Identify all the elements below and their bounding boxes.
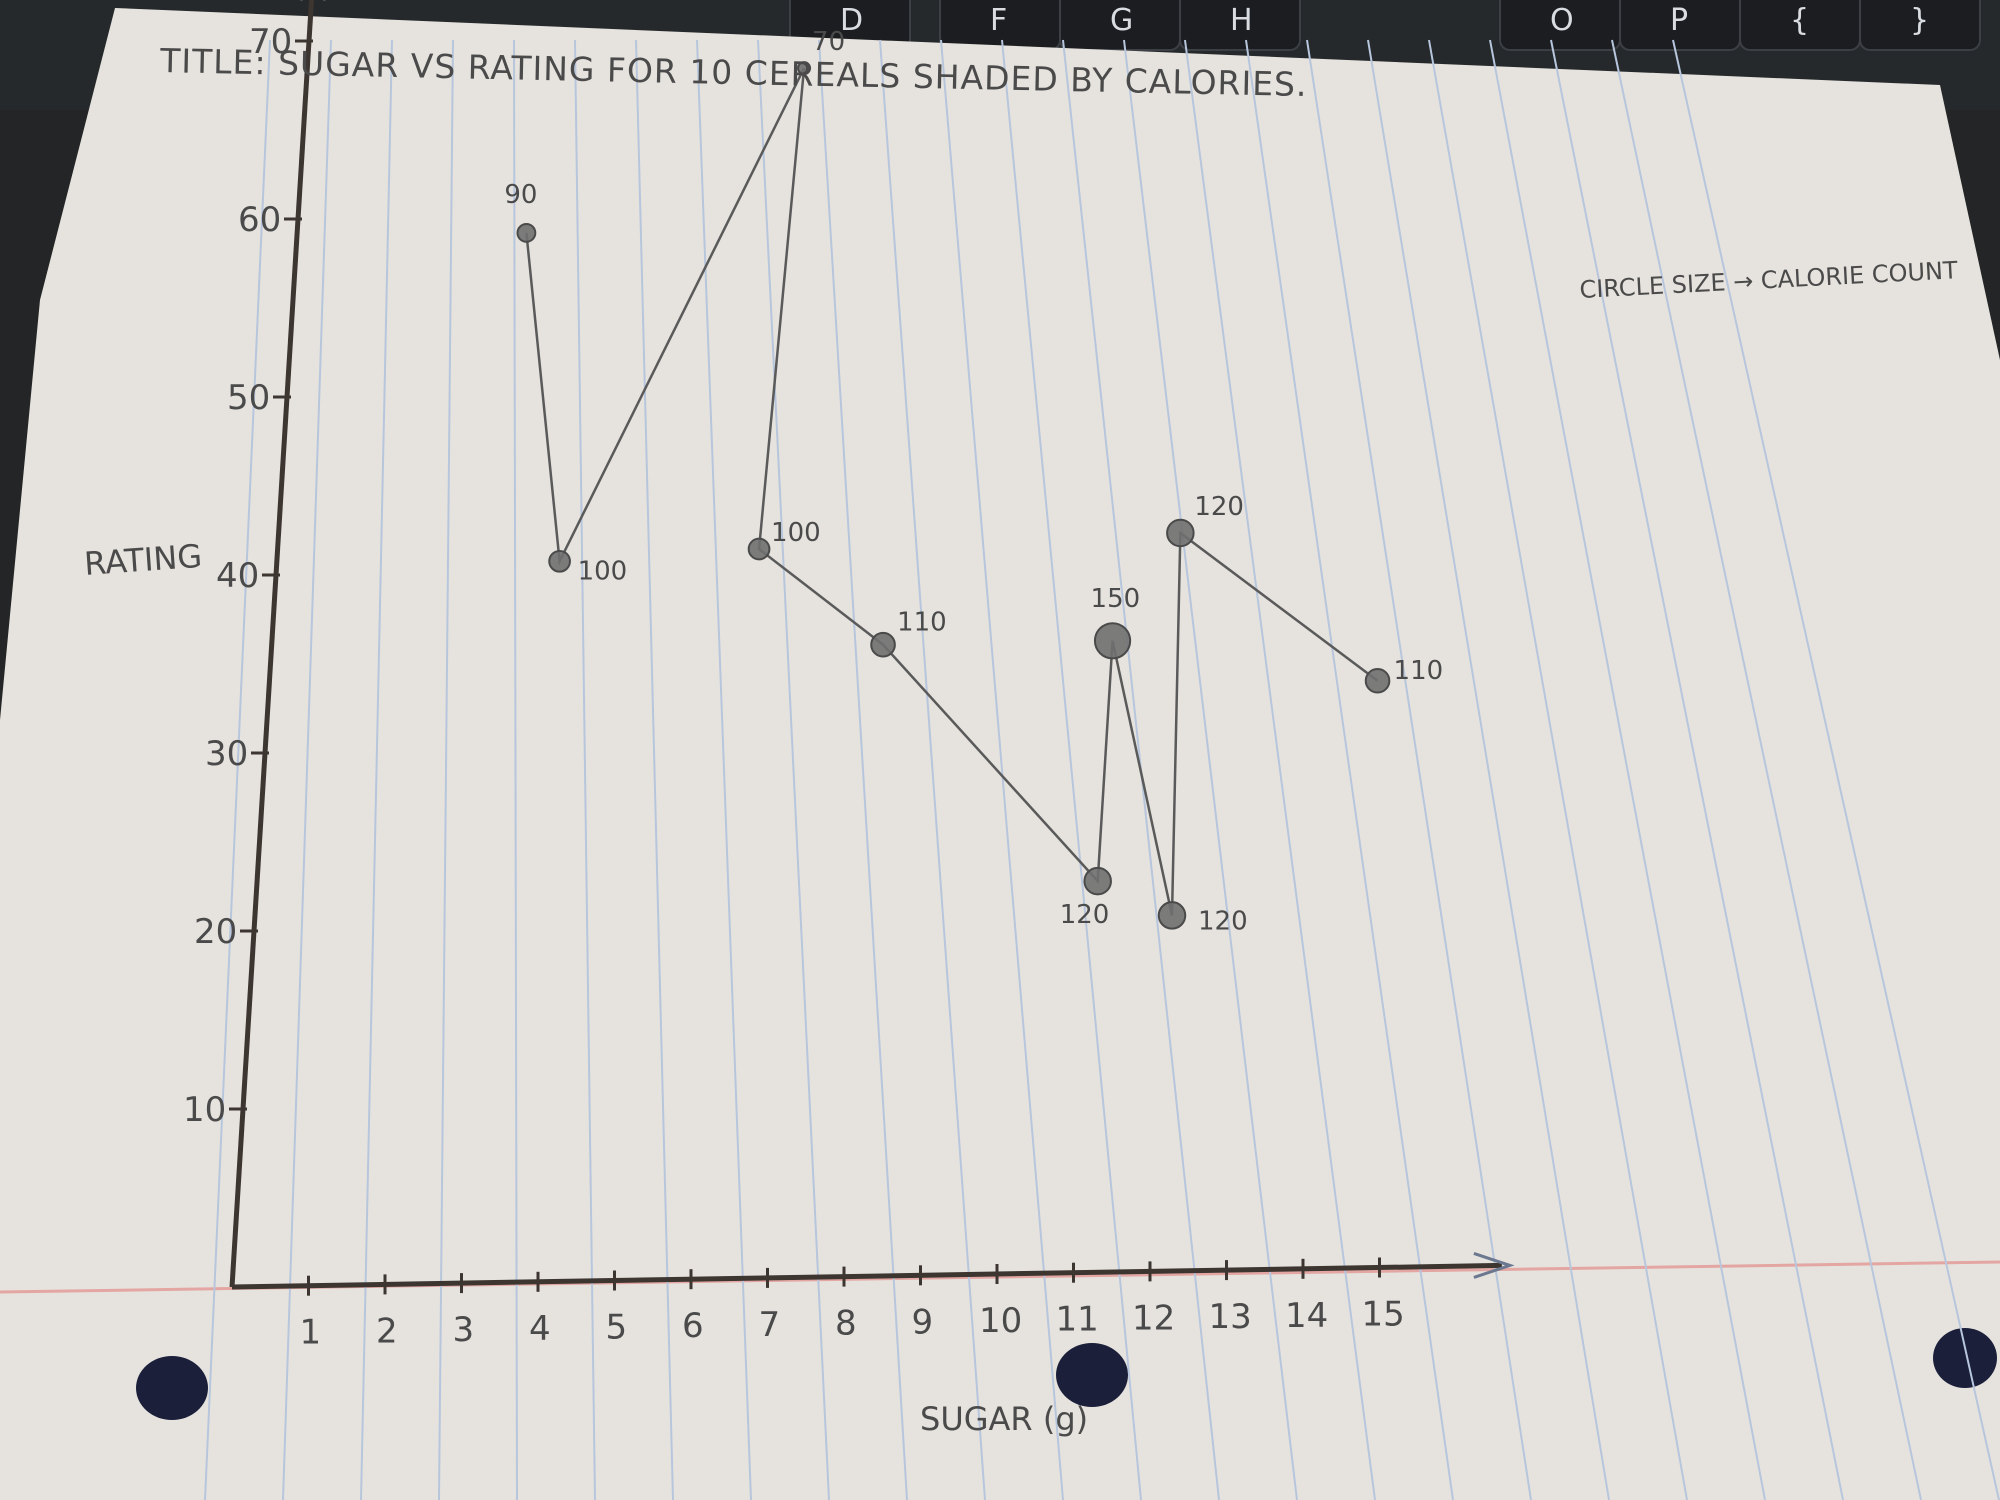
x-tick-label: 4 bbox=[529, 1309, 551, 1349]
data-point bbox=[1093, 622, 1132, 660]
keyboard-key-label: D bbox=[840, 3, 863, 38]
y-tick-label: 70 bbox=[249, 22, 292, 62]
binder-hole bbox=[1056, 1343, 1128, 1407]
x-tick-label: 3 bbox=[453, 1310, 475, 1350]
data-point bbox=[870, 631, 896, 658]
y-axis-line bbox=[229, 0, 315, 1288]
point-calorie-label: 70 bbox=[812, 27, 845, 57]
x-axis-line bbox=[231, 1262, 1502, 1290]
y-tick-label: 40 bbox=[216, 556, 259, 596]
keyboard-key-label: G bbox=[1110, 3, 1133, 38]
point-calorie-label: 110 bbox=[1394, 656, 1444, 686]
x-tick-label: 13 bbox=[1209, 1297, 1252, 1337]
keyboard-key-label: P bbox=[1670, 3, 1688, 38]
keyboard-key bbox=[1859, 0, 1981, 51]
point-calorie-label: 120 bbox=[1060, 900, 1110, 930]
binder-hole bbox=[1933, 1328, 1997, 1388]
x-tick-label: 9 bbox=[912, 1302, 934, 1342]
x-tick-label: 11 bbox=[1056, 1300, 1099, 1340]
data-point bbox=[1083, 866, 1112, 896]
x-tick-label: 12 bbox=[1132, 1298, 1175, 1338]
data-point bbox=[1157, 901, 1187, 930]
data-point bbox=[797, 61, 812, 76]
keyboard-key-label: { bbox=[1790, 3, 1809, 38]
x-axis-title: SUGAR (g) bbox=[920, 1400, 1088, 1438]
x-tick-label: 15 bbox=[1362, 1295, 1405, 1335]
data-point bbox=[1364, 667, 1391, 694]
x-tick-label: 7 bbox=[759, 1305, 781, 1345]
point-calorie-label: 100 bbox=[771, 518, 821, 548]
x-tick-label: 1 bbox=[300, 1313, 322, 1353]
y-tick-label: 10 bbox=[183, 1090, 226, 1130]
point-calorie-label: 120 bbox=[1198, 906, 1248, 936]
point-calorie-label: 120 bbox=[1194, 492, 1244, 522]
x-tick-label: 14 bbox=[1285, 1296, 1328, 1336]
keyboard-key-label: F bbox=[990, 3, 1007, 38]
data-point bbox=[747, 537, 771, 561]
x-tick-label: 8 bbox=[835, 1304, 857, 1344]
ruled-lines bbox=[204, 39, 2000, 1500]
point-calorie-label: 100 bbox=[578, 556, 628, 586]
point-calorie-label: 90 bbox=[504, 180, 537, 210]
binder-hole bbox=[136, 1356, 208, 1420]
keyboard-key-label: } bbox=[1910, 3, 1929, 38]
keyboard-key-label: H bbox=[1230, 3, 1253, 38]
point-calorie-label: 150 bbox=[1091, 584, 1141, 614]
keyboard-key-label: O bbox=[1550, 3, 1574, 38]
x-tick-label: 10 bbox=[979, 1301, 1022, 1341]
y-axis-title: RATING bbox=[83, 537, 203, 583]
series-line bbox=[525, 67, 1379, 916]
x-tick-label: 2 bbox=[376, 1311, 398, 1351]
x-axis-arrow bbox=[1473, 1251, 1515, 1279]
keyboard-key bbox=[1179, 0, 1301, 51]
y-tick-label: 50 bbox=[227, 378, 270, 418]
point-calorie-label: 110 bbox=[897, 608, 947, 638]
x-tick-label: 5 bbox=[606, 1308, 628, 1348]
data-point bbox=[548, 549, 571, 573]
y-tick-label: 60 bbox=[238, 200, 281, 240]
y-tick-label: 30 bbox=[205, 734, 248, 774]
y-tick-label: 20 bbox=[194, 912, 237, 952]
data-point bbox=[516, 223, 537, 243]
x-tick-label: 6 bbox=[682, 1306, 704, 1346]
data-point bbox=[1166, 518, 1195, 548]
